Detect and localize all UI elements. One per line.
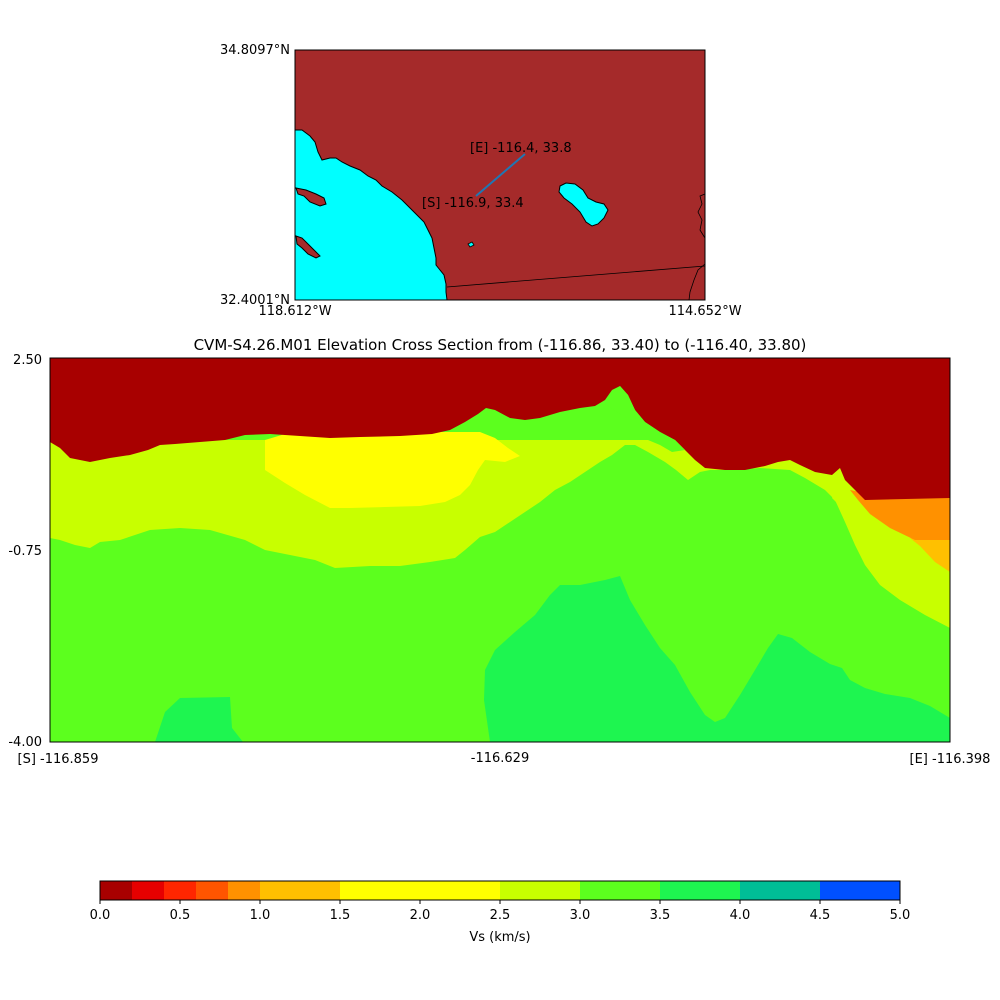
- colorbar-swatch: [580, 881, 660, 900]
- map-border: [697, 193, 706, 239]
- layer-vs-3.0-3.5: [605, 386, 685, 452]
- colorbar-swatch: [660, 881, 740, 900]
- colorbar-swatch: [820, 881, 900, 900]
- start-marker-label: [S] -116.9, 33.4: [422, 196, 524, 211]
- colorbar-swatch: [164, 881, 196, 900]
- plot-frame: [49, 357, 951, 743]
- x-tick-label: [E] -116.398: [910, 752, 991, 767]
- map-lat-bottom-label: 32.4001°N: [220, 293, 290, 308]
- map-frame: [294, 49, 706, 301]
- layer-vs-0.8-1.0: [850, 490, 950, 540]
- end-marker-label: [E] -116.4, 33.8: [470, 141, 572, 156]
- colorbar-tick-label: 4.5: [810, 908, 831, 923]
- colorbar-swatch: [740, 881, 820, 900]
- layer-vs-0.0-0.2: [50, 358, 950, 500]
- colorbar-swatch: [196, 881, 228, 900]
- map-island: [295, 235, 321, 259]
- colorbar-swatch: [500, 881, 580, 900]
- map-lat-top-label: 34.8097°N: [220, 43, 290, 58]
- layer-vs-1.5-2.5: [265, 432, 520, 508]
- y-tick-label: 2.50: [13, 353, 42, 368]
- colorbar-swatch: [260, 881, 340, 900]
- map-border: [446, 265, 706, 288]
- colorbar-tick-label: 1.0: [250, 908, 271, 923]
- x-tick-label: -116.629: [471, 751, 529, 766]
- colorbar-tick-label: 0.0: [90, 908, 111, 923]
- cross-section-path: [475, 153, 526, 197]
- map-lon-right-label: 114.652°W: [668, 304, 741, 319]
- colorbar-label: Vs (km/s): [469, 930, 530, 945]
- colorbar-tick-label: 4.0: [730, 908, 751, 923]
- colorbar-swatch: [228, 881, 260, 900]
- map-lake: [558, 182, 609, 227]
- y-tick-label: -4.00: [8, 735, 42, 750]
- layer-vs-3.5-4.0: [155, 697, 243, 742]
- map-lake: [467, 241, 475, 248]
- map-ocean: [294, 129, 448, 301]
- colorbar-tick-label: 5.0: [890, 908, 911, 923]
- map-lon-left-label: 118.612°W: [258, 304, 331, 319]
- map-border: [688, 263, 706, 301]
- colorbar-swatch: [340, 881, 500, 900]
- colorbar-swatch: [100, 881, 132, 900]
- colorbar-tick-label: 3.0: [570, 908, 591, 923]
- x-tick-label: [S] -116.859: [18, 752, 99, 767]
- y-tick-label: -0.75: [8, 544, 42, 559]
- layer-vs-3.5-4.0: [484, 576, 950, 742]
- colorbar-tick-label: 2.0: [410, 908, 431, 923]
- colorbar-swatch: [132, 881, 164, 900]
- chart-title: CVM-S4.26.M01 Elevation Cross Section fr…: [194, 336, 807, 354]
- layer-vs-2.5-3.0: [50, 440, 950, 628]
- location-map: [E] -116.4, 33.8 [S] -116.9, 33.4 34.809…: [220, 43, 742, 319]
- map-island: [295, 187, 327, 207]
- colorbar-tick-label: 0.5: [170, 908, 191, 923]
- cross-section-plot: 2.50 -0.75 -4.00 [S] -116.859 -116.629 […: [8, 353, 990, 767]
- colorbar-tick-label: 1.5: [330, 908, 351, 923]
- layer-vs-2.5-3.0: [832, 480, 860, 508]
- colorbar: 0.0 0.5 1.0 1.5 2.0 2.5 3.0 3.5 4.0 4.5 5.0: [90, 880, 911, 923]
- colorbar-tick-label: 2.5: [490, 908, 511, 923]
- colorbar-tick-label: 3.5: [650, 908, 671, 923]
